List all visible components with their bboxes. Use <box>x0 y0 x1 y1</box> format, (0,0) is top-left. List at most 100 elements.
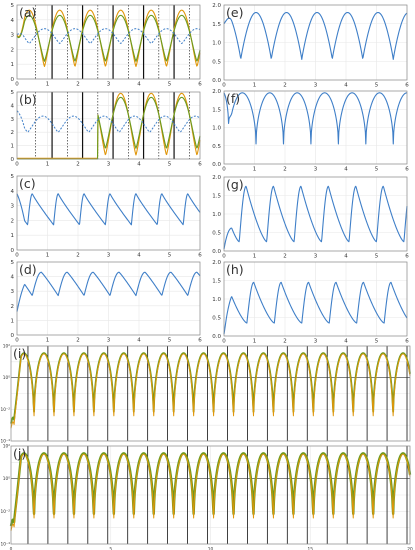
axes-frame <box>223 176 408 252</box>
y-tick-label: 1.0 <box>212 212 221 218</box>
panel-label: (a) <box>19 5 36 20</box>
y-tick-label: 1.0 <box>212 126 221 132</box>
y-tick-label: 4 <box>11 103 15 109</box>
y-tick-label: 0.0 <box>212 334 221 340</box>
y-tick-label: 5 <box>11 260 15 266</box>
series-line-i-1 <box>10 353 411 429</box>
panel-d: 0 1 2 3 4 5 6 0 1 2 3 4 5 (d) <box>11 260 203 344</box>
grid-f <box>223 90 408 165</box>
x-tick-label: 4 <box>137 82 141 88</box>
x-tick-label: 2 <box>76 253 80 259</box>
series-line-e-0 <box>223 11 408 60</box>
grid-i <box>11 345 410 442</box>
y-tick-label: 1.5 <box>212 194 221 200</box>
x-tick-label: 4 <box>344 83 348 89</box>
x-tick-label: 20 <box>407 547 413 550</box>
panel-label: (f) <box>226 91 240 106</box>
x-tick-label: 4 <box>344 167 348 173</box>
y-tick-label: 0.0 <box>212 249 221 255</box>
x-tick-label: 6 <box>198 338 202 344</box>
panel-g: 0 1 2 3 4 5 6 0.0 0.5 1.0 1.5 2.0 (g) <box>212 175 409 260</box>
x-tick-label: 5 <box>375 167 379 173</box>
y-tick-label: 1.0 <box>212 297 221 303</box>
x-tick-label: 2 <box>76 338 80 344</box>
y-tick-label: 10² <box>3 344 10 350</box>
y-tick-label: 10⁰ <box>3 375 10 381</box>
series-line-a-1 <box>16 14 201 62</box>
x-tick-label: 5 <box>168 82 172 88</box>
axes-frame <box>16 175 201 251</box>
x-tick-label: 4 <box>137 162 141 168</box>
x-tick-label: 1 <box>253 339 257 345</box>
x-tick-label: 1 <box>46 253 50 259</box>
axes-frame <box>16 91 201 160</box>
y-tick-label: 3 <box>11 204 15 210</box>
panel-a: 0 1 2 3 4 5 6 0 1 2 3 4 5 (a) <box>11 3 203 88</box>
panel-c: 0 1 2 3 4 5 6 0 1 2 3 4 5 (c) <box>11 174 203 259</box>
axes-frame <box>16 4 201 80</box>
x-tick-label: 6 <box>198 162 202 168</box>
y-tick-label: 4 <box>11 18 15 24</box>
x-tick-label: 0 <box>15 162 19 168</box>
x-tick-label: 15 <box>308 547 314 550</box>
y-tick-label: 2 <box>11 130 15 136</box>
y-tick-label: 1 <box>11 62 15 68</box>
y-tick-label: 0.5 <box>212 144 221 150</box>
grid-a <box>16 4 201 80</box>
y-tick-label: 10⁻⁴ <box>1 542 11 548</box>
y-tick-label: 3 <box>11 289 15 295</box>
series-line-b-0 <box>16 92 201 159</box>
x-tick-label: 1 <box>253 167 257 173</box>
axes-frame <box>223 261 408 337</box>
panel-j: 0 5 10 15 20 10⁻⁴ 10⁻² 10⁰ 10² (j) <box>1 444 413 550</box>
x-tick-label: 3 <box>107 253 111 259</box>
y-tick-label: 2.0 <box>212 89 221 95</box>
x-tick-label: 2 <box>76 82 80 88</box>
x-tick-label: 2 <box>283 339 287 345</box>
series-line-a-2 <box>16 28 201 44</box>
x-tick-label: 1 <box>46 338 50 344</box>
x-tick-label: 0 <box>222 167 226 173</box>
series-line-g-0 <box>223 185 408 250</box>
x-tick-label: 2 <box>283 83 287 89</box>
y-tick-label: 1.5 <box>212 107 221 113</box>
y-tick-label: 1 <box>11 233 15 239</box>
panel-label: (h) <box>226 262 244 277</box>
x-tick-label: 3 <box>107 162 111 168</box>
y-tick-label: 0 <box>11 333 15 339</box>
x-tick-label: 4 <box>137 338 141 344</box>
y-tick-label: 0 <box>11 157 15 163</box>
grid-j <box>10 445 411 545</box>
y-tick-label: 1.0 <box>212 41 221 47</box>
panel-h: 0 1 2 3 4 5 6 0.0 0.5 1.0 1.5 2.0 (h) <box>212 260 409 345</box>
y-tick-label: 5 <box>11 90 15 96</box>
x-tick-label: 6 <box>405 254 409 260</box>
x-tick-label: 4 <box>344 339 348 345</box>
y-tick-label: 2.0 <box>212 175 221 181</box>
y-tick-label: 1.5 <box>212 279 221 285</box>
series-line-c-0 <box>16 193 201 226</box>
x-tick-label: 2 <box>283 254 287 260</box>
grid-g <box>223 176 408 252</box>
x-tick-label: 6 <box>198 253 202 259</box>
y-tick-label: 4 <box>11 275 15 281</box>
x-tick-label: 1 <box>253 254 257 260</box>
series-line-h-0 <box>223 281 408 335</box>
y-tick-label: 2 <box>11 218 15 224</box>
panel-label: (j) <box>13 446 26 461</box>
y-tick-label: 3 <box>11 117 15 123</box>
panel-label: (i) <box>13 346 26 361</box>
x-tick-label: 0 <box>222 339 226 345</box>
y-tick-label: 0.5 <box>212 59 221 65</box>
x-tick-label: 3 <box>314 167 318 173</box>
panel-b: 0 1 2 3 4 5 6 0 1 2 3 4 5 (b) <box>11 90 203 168</box>
x-tick-label: 3 <box>314 254 318 260</box>
panel-label: (g) <box>226 177 244 192</box>
panel-e: 0 1 2 3 4 5 6 0.0 0.5 1.0 1.5 2.0 (e) <box>212 3 409 89</box>
x-tick-label: 5 <box>375 254 379 260</box>
grid-d <box>16 261 201 336</box>
x-tick-label: 5 <box>375 83 379 89</box>
series-line-j-1 <box>10 453 411 532</box>
x-tick-label: 0 <box>15 82 19 88</box>
